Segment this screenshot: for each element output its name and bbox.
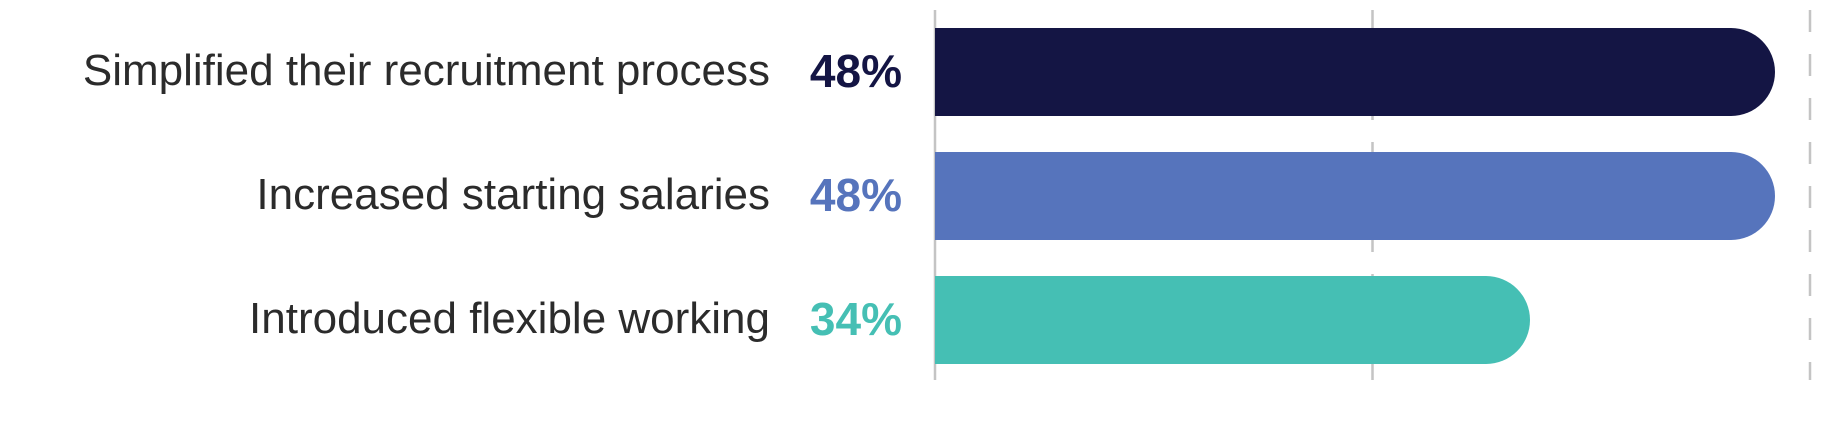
value-label: 48%	[810, 169, 902, 221]
value-label: 48%	[810, 45, 902, 97]
category-label: Introduced flexible working	[249, 294, 770, 343]
bar	[935, 152, 1775, 240]
bar	[935, 276, 1530, 364]
category-label: Increased starting salaries	[256, 170, 770, 219]
value-label: 34%	[810, 293, 902, 345]
category-label: Simplified their recruitment process	[83, 46, 770, 95]
bar	[935, 28, 1775, 116]
